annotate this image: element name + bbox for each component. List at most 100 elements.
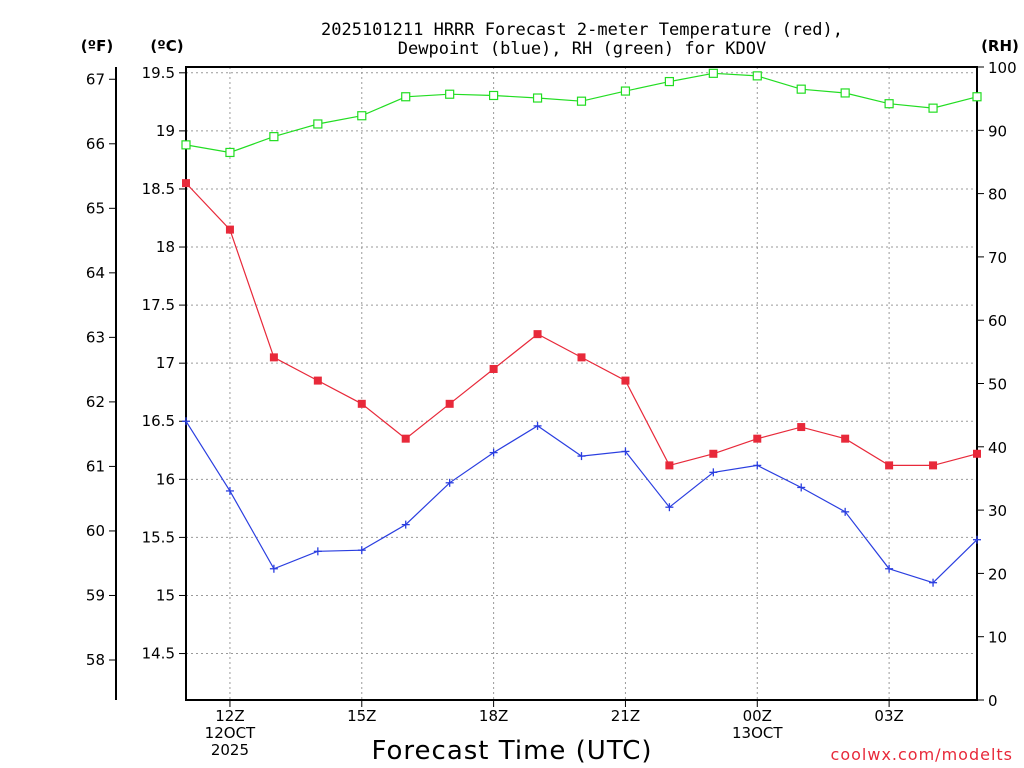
temperature-point (489, 364, 498, 373)
temperature-point (885, 461, 894, 470)
fahrenheit-tick-label: 58 (86, 651, 105, 669)
celsius-tick-label: 17.5 (142, 296, 175, 314)
temperature-line (185, 182, 978, 467)
rh-point (796, 84, 806, 94)
rh-tick-label: 60 (988, 312, 1007, 330)
temperature-point (313, 376, 322, 385)
dewpoint-point (401, 520, 410, 529)
rh-point (840, 88, 850, 98)
temperature-point (357, 399, 366, 408)
temperature-point (797, 423, 806, 432)
x-tick-label: 03Z (874, 707, 903, 725)
celsius-tick-label: 14.5 (142, 645, 175, 663)
fahrenheit-tick-label: 66 (86, 135, 105, 153)
celsius-unit-label: (ºC) (150, 37, 183, 55)
temperature-point (445, 399, 454, 408)
dewpoint-point (577, 452, 586, 461)
dewpoint-point (182, 417, 190, 426)
celsius-tick-label: 15 (156, 586, 175, 604)
dewpoint-point (929, 578, 938, 587)
rh-tick-label: 70 (988, 249, 1007, 267)
temperature-point (269, 353, 278, 362)
fahrenheit-tick-label: 63 (86, 328, 105, 346)
rh-tick-label: 20 (988, 565, 1007, 583)
rh-tick-label: 10 (988, 629, 1007, 647)
temperature-point (929, 461, 938, 470)
celsius-tick-label: 18.5 (142, 180, 175, 198)
dewpoint-point (445, 478, 454, 487)
celsius-tick-label: 19 (156, 122, 175, 140)
dewpoint-point (533, 421, 542, 430)
x-axis-label: Forecast Time (UTC) (371, 736, 652, 766)
celsius-tick-label: 18 (156, 238, 175, 256)
x-tick-label: 12OCT (205, 724, 256, 742)
fahrenheit-tick-label: 60 (86, 522, 105, 540)
temperature-point (841, 434, 850, 443)
temperature-point (182, 179, 190, 188)
rh-point (928, 103, 938, 113)
dewpoint-point (269, 564, 278, 573)
dewpoint-point (621, 447, 630, 456)
celsius-tick-label: 16 (156, 470, 175, 488)
x-tick-label: 15Z (347, 707, 376, 725)
x-tick-label: 18Z (479, 707, 508, 725)
dewpoint-point (489, 448, 498, 457)
celsius-tick-label: 16.5 (142, 412, 175, 430)
dewpoint-point (665, 503, 674, 512)
axes: 14.5 15 15.5 16 16.5 17 17.5 18 18.5 19 19.5 12Z12O… (86, 59, 1017, 759)
fahrenheit-tick-label: 59 (86, 586, 105, 604)
x-tick-label: 12Z (215, 707, 244, 725)
celsius-tick-label: 19.5 (142, 64, 175, 82)
rh-point (357, 111, 367, 121)
rh-point (313, 119, 323, 129)
x-tick-label: 13OCT (732, 724, 783, 742)
dewpoint-point (753, 461, 762, 470)
celsius-tick-label: 17 (156, 354, 175, 372)
temperature-point (401, 434, 410, 443)
rh-tick-label: 100 (988, 59, 1017, 77)
rh-point (708, 68, 718, 78)
rh-point (401, 92, 411, 102)
rh-point (532, 93, 543, 103)
dewpoint-line (185, 420, 978, 584)
x-tick-label: 2025 (211, 741, 249, 759)
rh-tick-label: 80 (988, 186, 1007, 204)
grid-lines (186, 67, 977, 700)
rh-tick-label: 0 (988, 692, 998, 710)
fahrenheit-unit-label: (ºF) (81, 37, 113, 55)
rh-point (225, 147, 235, 158)
rh-point (752, 71, 762, 81)
dewpoint-point (973, 535, 981, 544)
plot-frame (185, 66, 978, 701)
rh-point (884, 99, 894, 109)
temperature-point (577, 353, 586, 362)
dewpoint-point (357, 546, 366, 555)
fahrenheit-tick-label: 64 (86, 264, 105, 282)
rh-point (972, 92, 982, 102)
fahrenheit-tick-label: 67 (86, 70, 105, 88)
x-tick-label: 00Z (743, 707, 772, 725)
rh-point (620, 86, 631, 96)
rh-point (664, 76, 674, 87)
dewpoint-point (709, 468, 718, 477)
rh-point (181, 140, 191, 150)
dewpoint-point (885, 564, 894, 573)
temperature-point (753, 434, 762, 443)
source-credit: coolwx.com/modelts (831, 745, 1013, 764)
dewpoint-point (841, 507, 850, 516)
dewpoint-point (313, 547, 322, 556)
dewpoint-point (797, 483, 806, 492)
celsius-tick-label: 15.5 (142, 528, 175, 546)
fahrenheit-tick-label: 61 (86, 457, 105, 475)
temperature-point (665, 461, 674, 470)
fahrenheit-tick-label: 62 (86, 393, 105, 411)
rh-point (445, 89, 455, 99)
temperature-point (621, 376, 630, 385)
rh-tick-label: 30 (988, 502, 1007, 520)
dewpoint-point (225, 486, 234, 495)
series-layer (181, 68, 982, 587)
chart-title-line-2: Dewpoint (blue), RH (green) for KDOV (398, 39, 766, 59)
rh-unit-label: (RH) (981, 37, 1019, 55)
fahrenheit-tick-label: 65 (86, 199, 105, 217)
